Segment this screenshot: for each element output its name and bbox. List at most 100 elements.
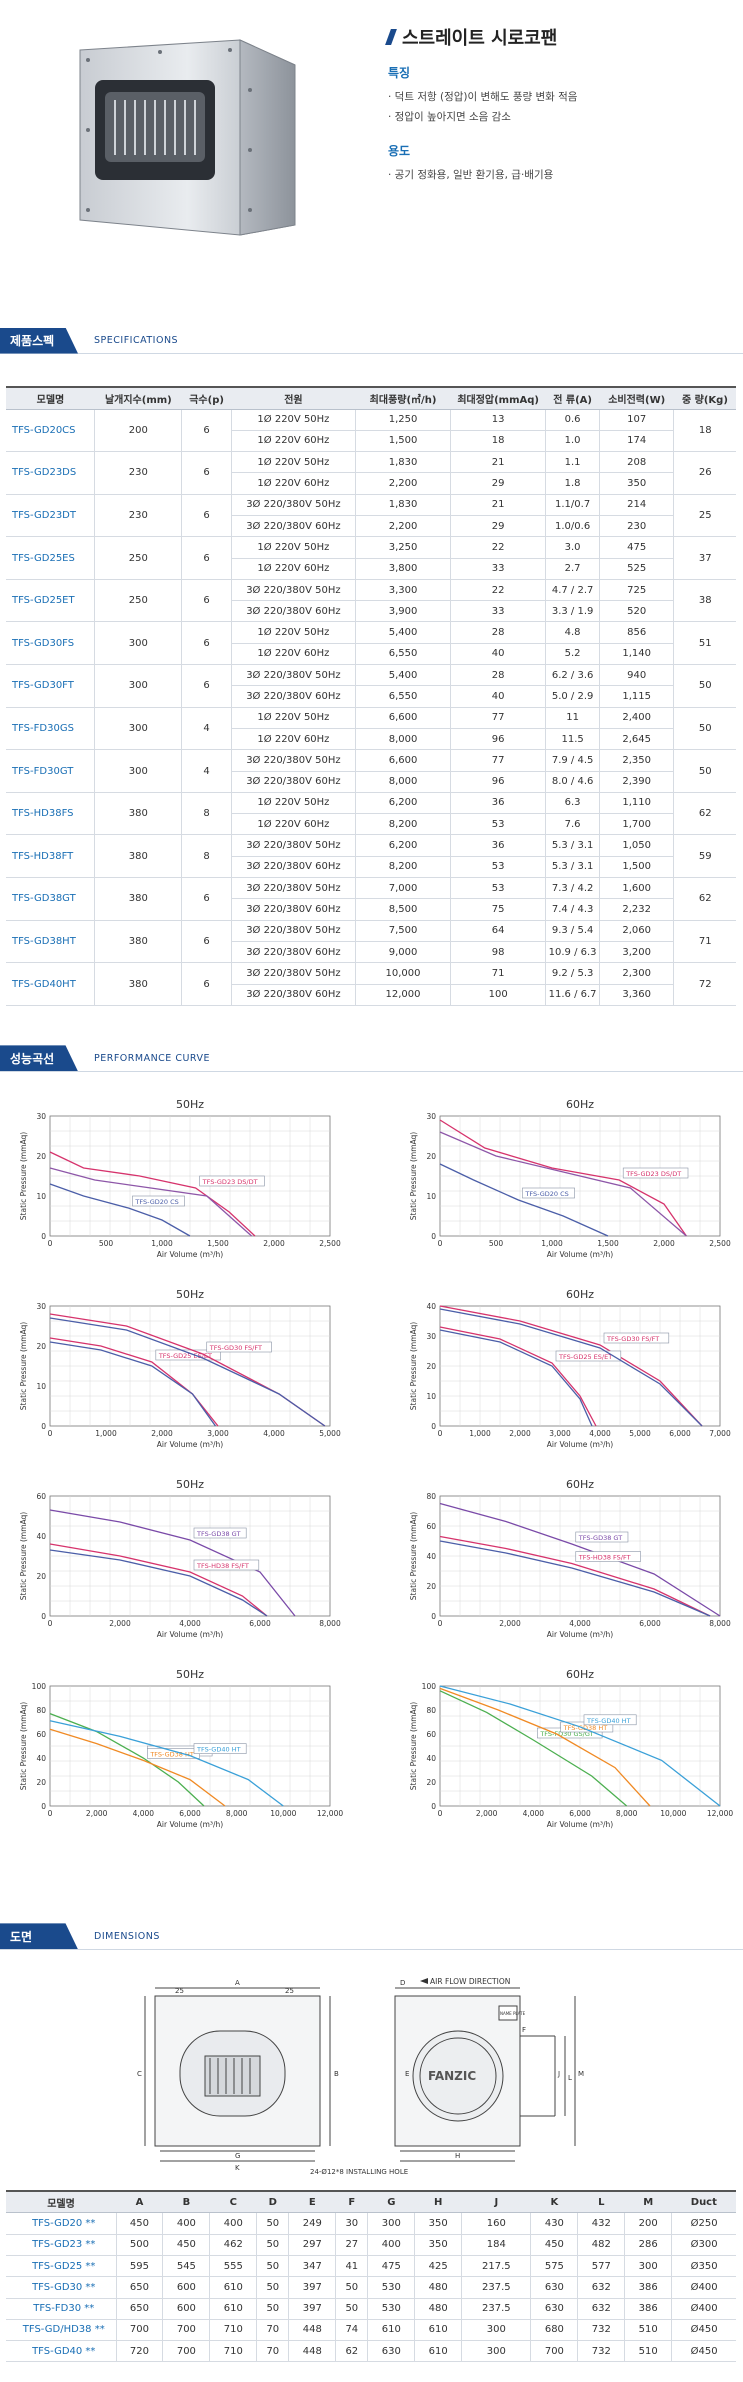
dim-model-link[interactable]: TFS-GD40 ** xyxy=(6,2340,116,2363)
dim-value-cell: 62 xyxy=(335,2340,368,2363)
chart-svg: 60Hz 0 2,000 4,000 6,000 8,000 0 20 40 60 80 Air Vo… xyxy=(409,1478,731,1639)
spec-value-cell: 1Ø 220V 60Hz xyxy=(230,472,356,495)
series-line xyxy=(49,1151,256,1237)
spec-value-cell: 8.0 / 4.6 xyxy=(545,771,600,793)
air-flow-arrow-icon xyxy=(420,1977,428,1984)
dim-model-link[interactable]: TFS-GD/HD38 ** xyxy=(6,2319,116,2342)
chart-title: 60Hz xyxy=(566,1668,594,1681)
dim-model-link[interactable]: TFS-GD23 ** xyxy=(6,2234,116,2256)
spec-value-cell: 350 xyxy=(598,472,674,495)
y-tick-label: 20 xyxy=(36,1778,46,1787)
x-tick-label: 4,000 xyxy=(589,1429,611,1438)
spec-model-link[interactable]: TFS-GD38HT xyxy=(6,920,95,964)
spec-value-cell: 1Ø 220V 50Hz xyxy=(230,451,356,474)
dim-value-cell: 50 xyxy=(256,2234,289,2256)
spec-model-link[interactable]: TFS-GD23DT xyxy=(6,494,95,538)
spec-value-cell: 1,830 xyxy=(354,451,451,474)
spec-model-link[interactable]: TFS-GD25ES xyxy=(6,536,95,580)
spec-value-cell: 10,000 xyxy=(354,962,451,985)
spec-value-cell: 8,200 xyxy=(354,813,451,836)
spec-value-cell: 3Ø 220/380V 50Hz xyxy=(230,834,356,857)
x-axis-label: Air Volume (m³/h) xyxy=(547,1250,613,1259)
x-tick-label: 2,000 xyxy=(109,1619,131,1628)
x-axis-label: Air Volume (m³/h) xyxy=(547,1440,613,1449)
series-line xyxy=(439,1308,703,1427)
spec-row: TFS-FD30GS 300 4 1Ø 220V 50Hz 6,600 77 11 2,400… xyxy=(6,707,736,751)
x-tick-label: 12,000 xyxy=(707,1809,733,1818)
spec-row: 1Ø 220V 60Hz 6,550 40 5.2 1,140 xyxy=(6,643,736,666)
x-tick-label: 4,000 xyxy=(133,1809,155,1818)
spec-value-cell: 6,550 xyxy=(354,685,451,708)
spec-model-link[interactable]: TFS-FD30GT xyxy=(6,749,95,793)
spec-model-link[interactable]: TFS-GD23DS xyxy=(6,451,95,495)
spec-model-link[interactable]: TFS-GD20CS xyxy=(6,409,95,453)
x-tick-label: 4,000 xyxy=(523,1809,545,1818)
curve-section-subtitle: PERFORMANCE CURVE xyxy=(94,1052,211,1064)
spec-value-cell: 1,700 xyxy=(598,813,674,836)
chart-title: 60Hz xyxy=(566,1288,594,1301)
x-tick-label: 2,500 xyxy=(319,1239,341,1248)
dim-header-cell: B xyxy=(162,2189,210,2214)
dim-value-cell: 700 xyxy=(115,2319,163,2342)
y-tick-label: 0 xyxy=(431,1422,436,1431)
x-tick-label: 4,000 xyxy=(263,1429,285,1438)
spec-value-cell: 11 xyxy=(545,707,600,729)
y-tick-label: 20 xyxy=(426,1362,436,1371)
y-tick-label: 10 xyxy=(36,1192,46,1201)
spec-model-link[interactable]: TFS-HD38FS xyxy=(6,792,95,836)
spec-value-cell: 856 xyxy=(598,621,674,644)
dim-header-cell: K xyxy=(530,2189,578,2214)
spec-value-cell: 2,200 xyxy=(354,515,451,538)
dim-letter-d: D xyxy=(400,1979,405,1987)
dim-model-link[interactable]: TFS-GD25 ** xyxy=(6,2255,116,2278)
spec-row: 3Ø 220/380V 60Hz 12,000 100 11.6 / 6.7 3,360 xyxy=(6,984,736,1006)
dim-value-cell: 350 xyxy=(414,2212,462,2235)
y-tick-label: 0 xyxy=(41,1422,46,1431)
spec-model-link[interactable]: TFS-GD30FT xyxy=(6,664,95,708)
spec-blade-cell: 300 xyxy=(94,749,182,793)
spec-row: TFS-GD30FS 300 6 1Ø 220V 50Hz 5,400 28 4.8 856 5… xyxy=(6,621,736,666)
dimension-drawing-area: A 25 25 B C D E F G H J K L M AIR FLOW D… xyxy=(0,1976,743,2176)
dim-value-cell: 480 xyxy=(414,2298,462,2320)
spec-weight-cell: 62 xyxy=(673,877,736,921)
y-tick-label: 80 xyxy=(426,1706,436,1715)
spec-row: TFS-GD38HT 380 6 3Ø 220/380V 50Hz 7,500 64 9.3… xyxy=(6,920,736,964)
spec-model-link[interactable]: TFS-GD40HT xyxy=(6,962,95,1006)
spec-pole-cell: 6 xyxy=(181,579,232,623)
series-line xyxy=(439,1687,651,1807)
dim-value-cell: 575 xyxy=(530,2255,578,2278)
spec-value-cell: 71 xyxy=(450,962,546,985)
y-axis-label: Static Pressure (mmAq) xyxy=(409,1512,418,1601)
x-axis-label: Air Volume (m³/h) xyxy=(547,1820,613,1829)
spec-value-cell: 5,400 xyxy=(354,664,451,687)
dim-model-link[interactable]: TFS-GD30 ** xyxy=(6,2276,116,2299)
y-tick-label: 40 xyxy=(426,1754,436,1763)
chart-title: 50Hz xyxy=(176,1288,204,1301)
y-axis-label: Static Pressure (mmAq) xyxy=(19,1512,28,1601)
series-label: TFS-HD38 FS/FT xyxy=(196,1562,249,1570)
spec-pole-cell: 6 xyxy=(181,451,232,495)
spec-model-link[interactable]: TFS-HD38FT xyxy=(6,834,95,879)
dim-model-link[interactable]: TFS-FD30 ** xyxy=(6,2298,116,2320)
series-label: TFS-GD25 ES/ET xyxy=(558,1353,612,1361)
y-axis-label: Static Pressure (mmAq) xyxy=(19,1132,28,1221)
spec-weight-cell: 50 xyxy=(673,749,736,793)
spec-value-cell: 1.1/0.7 xyxy=(545,494,600,516)
y-tick-label: 20 xyxy=(36,1152,46,1161)
x-tick-label: 500 xyxy=(99,1239,114,1248)
dim-model-link[interactable]: TFS-GD20 ** xyxy=(6,2212,116,2235)
x-tick-label: 6,000 xyxy=(249,1619,271,1628)
chart-svg: 60Hz 0 2,000 4,000 6,000 8,000 10,000 12,000 0 20… xyxy=(409,1668,733,1829)
spec-model-link[interactable]: TFS-GD30FS xyxy=(6,621,95,666)
spec-model-link[interactable]: TFS-GD38GT xyxy=(6,877,95,921)
y-tick-label: 20 xyxy=(426,1582,436,1591)
product-title-text: 스트레이트 시로코팬 xyxy=(402,28,558,49)
spec-model-link[interactable]: TFS-FD30GS xyxy=(6,707,95,751)
spec-value-cell: 96 xyxy=(450,728,546,751)
dim-value-cell: 70 xyxy=(256,2319,289,2342)
spec-pole-cell: 4 xyxy=(181,707,232,751)
air-flow-label: AIR FLOW DIRECTION xyxy=(430,1977,510,1986)
spec-model-link[interactable]: TFS-GD25ET xyxy=(6,579,95,623)
x-tick-label: 6,000 xyxy=(179,1809,201,1818)
performance-chart: 60Hz 0 1,000 2,000 3,000 4,000 5,000 6,000 7,000… xyxy=(398,1284,738,1464)
